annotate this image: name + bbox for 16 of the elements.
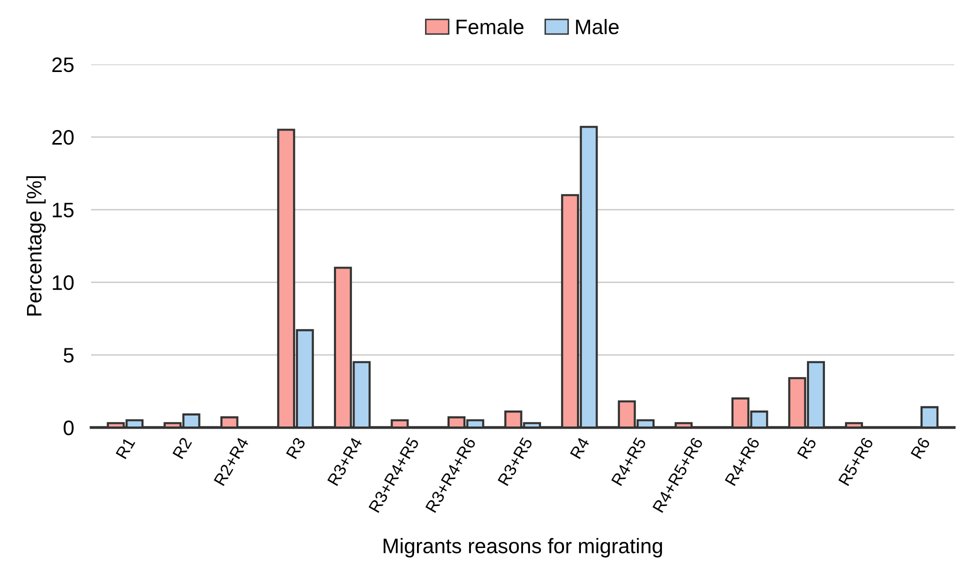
- x-tick-label: R6: [910, 436, 930, 460]
- y-axis-title: Percentage [%]: [26, 176, 46, 316]
- legend-label: Male: [576, 18, 619, 34]
- y-tick-label: 5: [64, 348, 74, 363]
- y-tick-label: 20: [52, 130, 74, 145]
- x-tick-label: R1: [116, 436, 136, 460]
- y-tick-label: 25: [52, 57, 74, 72]
- x-tick-label: R3: [286, 436, 306, 460]
- legend-label: Female: [456, 18, 524, 34]
- x-axis-title: Migrants reasons for migrating: [384, 538, 662, 558]
- x-tick-label: R5: [797, 436, 817, 460]
- y-tick-label: 0: [64, 420, 74, 436]
- y-tick-label: 10: [52, 275, 74, 290]
- x-tick-label: R2: [172, 436, 192, 460]
- y-tick-label: 15: [52, 202, 74, 218]
- x-tick-label: R4: [570, 436, 590, 460]
